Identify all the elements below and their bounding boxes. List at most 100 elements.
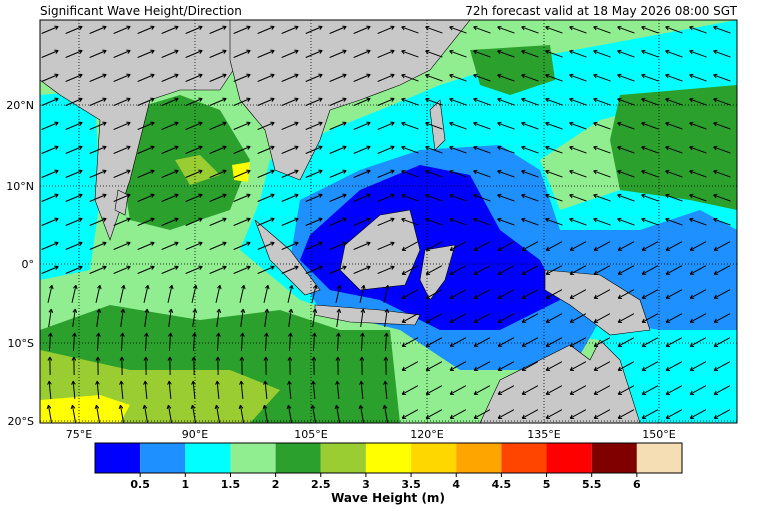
direction-arrow — [312, 332, 317, 352]
direction-arrow — [312, 308, 318, 327]
direction-arrow — [425, 169, 443, 178]
direction-arrow — [281, 25, 299, 34]
direction-arrow — [287, 356, 293, 376]
direction-arrow — [713, 337, 731, 347]
direction-arrow — [286, 404, 293, 423]
colorbar-box — [546, 443, 592, 473]
direction-arrow — [449, 361, 467, 371]
direction-arrow — [113, 169, 131, 178]
direction-arrow — [641, 289, 659, 299]
direction-arrow — [209, 169, 227, 178]
direction-arrow — [665, 385, 683, 395]
direction-arrow — [264, 332, 269, 352]
direction-arrow — [665, 289, 683, 299]
colorbar-title: Wave Height (m) — [331, 491, 445, 505]
direction-arrow — [239, 356, 245, 376]
direction-arrow — [89, 169, 107, 178]
direction-arrow — [281, 73, 299, 82]
direction-arrow — [359, 356, 365, 376]
direction-arrow — [545, 241, 563, 251]
colorbar-label: 4 — [452, 478, 460, 491]
direction-arrow — [384, 332, 389, 352]
direction-arrow — [89, 121, 107, 130]
direction-arrow — [287, 284, 294, 303]
direction-arrow — [593, 49, 611, 58]
direction-arrow — [41, 145, 59, 154]
direction-arrow — [335, 284, 342, 303]
direction-arrow — [521, 313, 539, 323]
direction-arrow — [593, 289, 611, 299]
direction-arrow — [617, 193, 635, 202]
direction-arrow — [209, 49, 227, 58]
direction-arrow — [497, 313, 515, 323]
direction-arrow — [545, 49, 563, 58]
direction-arrow — [425, 25, 443, 34]
direction-arrow — [209, 217, 227, 226]
direction-arrow — [617, 313, 635, 323]
direction-arrow — [569, 337, 587, 347]
lat-label: 0° — [22, 258, 35, 271]
direction-arrow — [497, 361, 515, 371]
direction-arrow — [569, 409, 587, 419]
direction-arrow — [593, 409, 611, 419]
direction-arrow — [449, 289, 467, 299]
direction-arrow — [665, 361, 683, 371]
direction-arrow — [233, 265, 251, 274]
direction-arrow — [233, 73, 251, 82]
direction-arrow — [665, 313, 683, 323]
direction-arrow — [41, 121, 59, 130]
direction-arrow — [384, 308, 390, 327]
direction-arrow — [46, 404, 53, 423]
direction-arrow — [689, 97, 707, 106]
direction-arrow — [72, 332, 77, 352]
direction-arrow — [641, 385, 659, 395]
direction-arrow — [545, 169, 563, 178]
direction-arrow — [617, 25, 635, 34]
direction-arrow — [281, 97, 299, 106]
lon-label: 135°E — [527, 428, 560, 441]
direction-arrow — [545, 97, 563, 106]
direction-arrow — [41, 217, 59, 226]
direction-arrow — [353, 49, 371, 58]
direction-arrow — [401, 337, 419, 347]
direction-arrow — [113, 121, 131, 130]
direction-arrow — [89, 73, 107, 82]
direction-arrow — [233, 169, 251, 178]
direction-arrow — [89, 145, 107, 154]
direction-arrow — [168, 308, 174, 327]
direction-arrow — [161, 73, 179, 82]
direction-arrow — [329, 217, 347, 226]
direction-arrow — [329, 97, 347, 106]
direction-arrow — [689, 121, 707, 130]
direction-arrow — [713, 73, 731, 82]
direction-arrow — [689, 145, 707, 154]
direction-arrow — [71, 380, 76, 400]
direction-arrow — [215, 356, 221, 376]
direction-arrow — [137, 169, 155, 178]
direction-arrow — [71, 356, 77, 376]
direction-arrow — [521, 121, 539, 130]
direction-arrow — [161, 217, 179, 226]
direction-arrow — [305, 97, 323, 106]
direction-arrow — [305, 193, 323, 202]
direction-arrow — [168, 332, 173, 352]
direction-arrow — [641, 145, 659, 154]
direction-arrow — [257, 145, 275, 154]
direction-arrow — [353, 145, 371, 154]
direction-arrow — [257, 73, 275, 82]
map-frame — [39, 19, 738, 424]
direction-arrow — [377, 193, 395, 202]
direction-arrow — [641, 361, 659, 371]
direction-arrow — [521, 337, 539, 347]
direction-arrow — [665, 49, 683, 58]
direction-arrow — [113, 49, 131, 58]
colorbar-box — [140, 443, 186, 473]
direction-arrow — [167, 284, 174, 303]
direction-arrow — [113, 73, 131, 82]
direction-arrow — [209, 97, 227, 106]
direction-arrow — [521, 241, 539, 251]
direction-arrow — [329, 73, 347, 82]
direction-arrow — [185, 49, 203, 58]
direction-arrow — [48, 332, 53, 352]
direction-arrow — [47, 284, 54, 303]
